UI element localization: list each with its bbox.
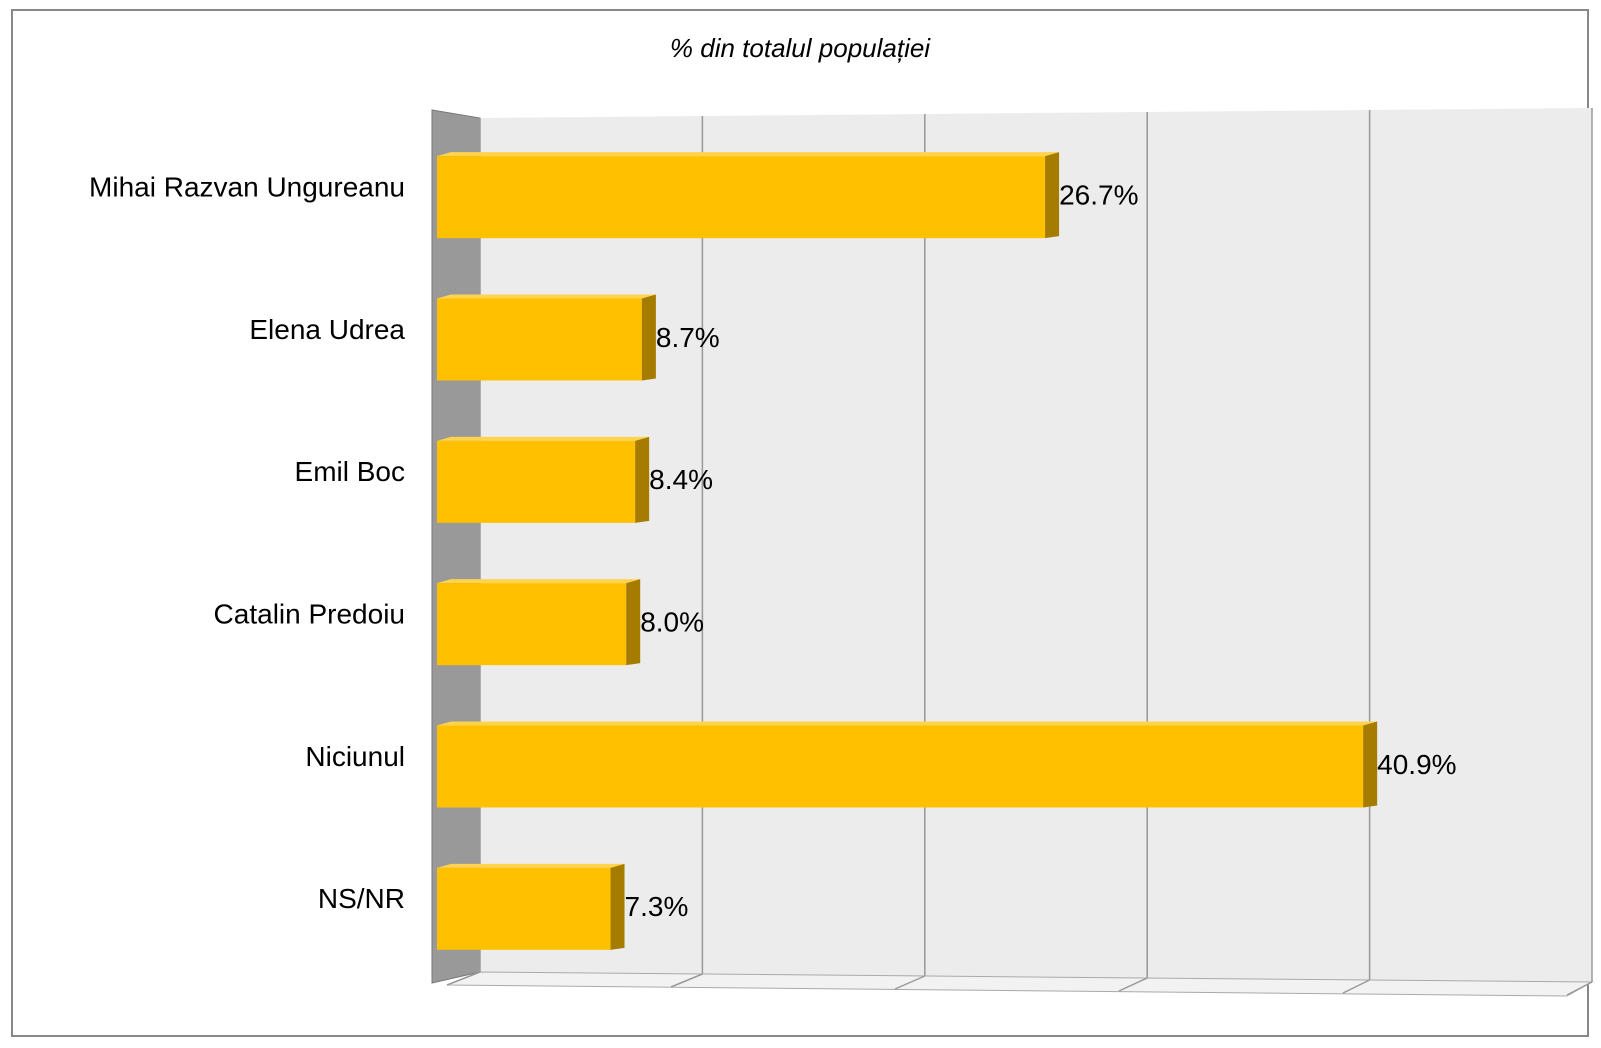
- bar: [437, 867, 611, 950]
- y-tick-label: Catalin Predoiu: [214, 599, 405, 630]
- data-label: 8.4%: [649, 464, 713, 495]
- y-tick-label: Niciunul: [305, 741, 405, 772]
- bar: [437, 440, 636, 523]
- data-label: 40.9%: [1377, 749, 1456, 780]
- data-label: 7.3%: [625, 891, 689, 922]
- floor-grid-line: [1342, 979, 1370, 994]
- bar-side: [641, 294, 656, 381]
- floor-grid-line: [670, 973, 703, 988]
- y-tick-label: Mihai Razvan Ungureanu: [89, 172, 405, 203]
- y-tick-label: Elena Udrea: [249, 314, 405, 345]
- side-wall: [431, 109, 481, 984]
- bar-side: [1045, 152, 1060, 239]
- y-tick-label: Emil Boc: [295, 456, 405, 487]
- bar-side: [1363, 721, 1378, 808]
- floor-grid-line: [894, 975, 926, 990]
- bar: [437, 298, 642, 381]
- bar: [437, 156, 1046, 239]
- bar: [437, 583, 627, 666]
- data-label: 8.0%: [640, 607, 704, 638]
- bar-top: [437, 863, 625, 868]
- bar-side: [610, 863, 625, 950]
- bar-side: [635, 436, 650, 523]
- bar-top: [437, 579, 641, 584]
- data-label: 8.7%: [656, 322, 720, 353]
- back-wall: [480, 108, 1592, 982]
- chart-title: % din totalul populației: [670, 33, 931, 63]
- bar-side: [626, 579, 641, 666]
- floor-grid-line: [1118, 977, 1148, 992]
- bar: [437, 725, 1364, 808]
- data-label: 26.7%: [1059, 180, 1138, 211]
- floor-grid-line: [446, 971, 481, 986]
- bar-top: [437, 721, 1378, 726]
- bar-top: [437, 294, 656, 299]
- bar-top: [437, 152, 1060, 157]
- floor-grid-line: [1566, 981, 1593, 996]
- bar-top: [437, 436, 650, 441]
- y-tick-label: NS/NR: [318, 883, 405, 914]
